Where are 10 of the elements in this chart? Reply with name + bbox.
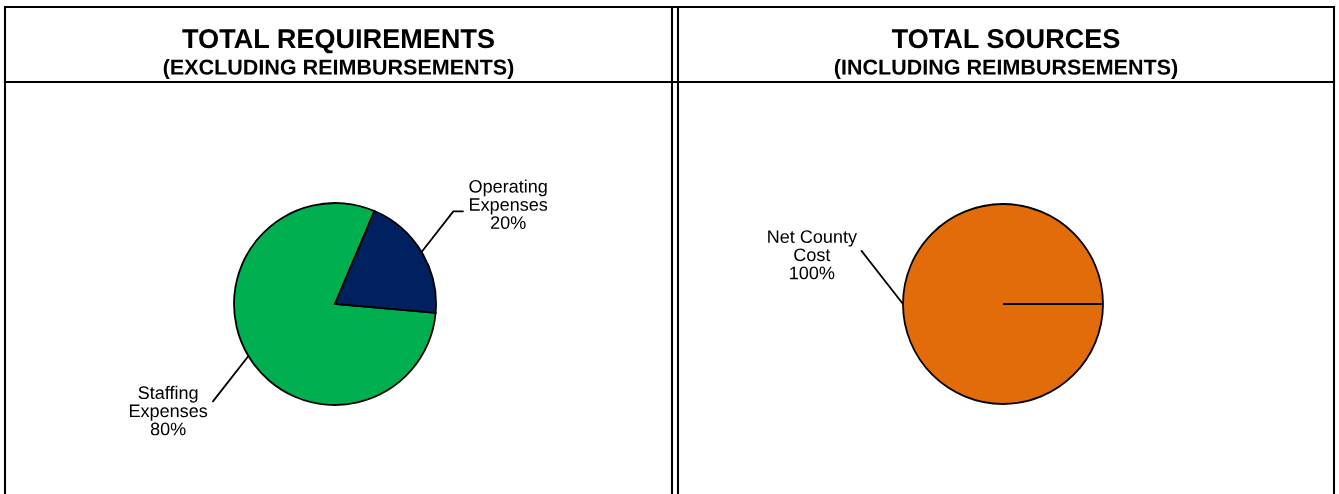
slice-label: Net County Cost: [768, 230, 857, 262]
slice-label: Operating Expenses: [469, 179, 548, 215]
data-label: 20%: [491, 216, 526, 230]
chart-title: TOTAL REQUIREMENTS: [182, 29, 494, 54]
data-label: 80%: [150, 422, 186, 436]
data-label: 100%: [790, 266, 835, 280]
chart-subtitle: (EXCLUDING REIMBURSEMENTS): [163, 58, 514, 80]
chart-subtitle: (INCLUDING REIMBURSEMENTS): [834, 58, 1178, 80]
chart-title: TOTAL SOURCES: [891, 29, 1120, 49]
slice-label: Staffing Expenses: [129, 385, 208, 421]
